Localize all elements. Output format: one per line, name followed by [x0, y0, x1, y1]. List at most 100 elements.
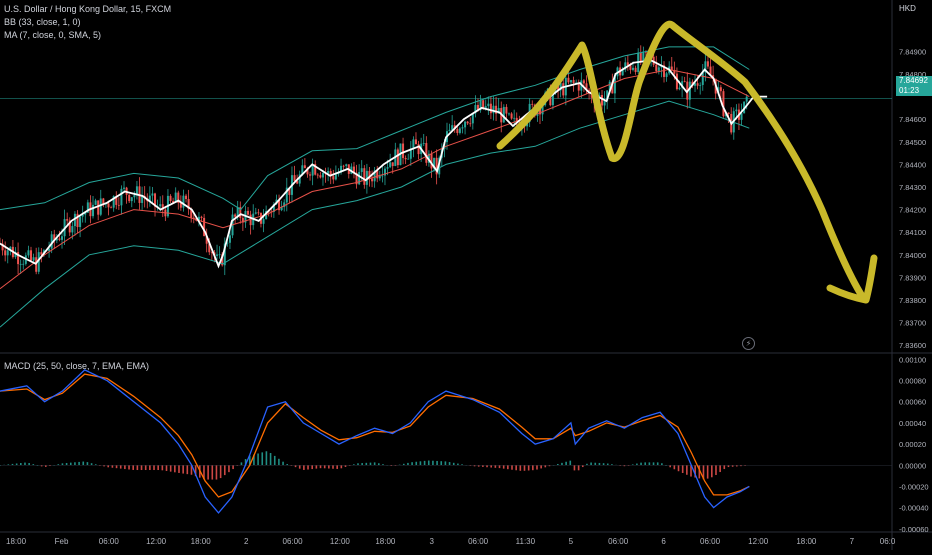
time-axis-tick: 3 [430, 537, 435, 546]
candle-body [151, 193, 154, 196]
candle-body [208, 243, 211, 253]
candle-body [223, 243, 226, 266]
candle-body [701, 72, 704, 85]
lightning-icon[interactable]: ⚡ [742, 337, 755, 350]
candle-body [608, 81, 611, 91]
macd-histogram-bar [332, 465, 334, 469]
macd-histogram-bar [581, 465, 584, 468]
last-price-tag: 7.84692 [896, 76, 932, 86]
ma-indicator-label[interactable]: MA (7, close, 0, SMA, 5) [4, 30, 102, 40]
macd-histogram-bar [190, 465, 193, 475]
candle-body [417, 144, 420, 155]
candle-body [675, 73, 678, 90]
candle-body [706, 61, 709, 67]
candle-body [621, 69, 624, 76]
macd-histogram-bar [11, 463, 14, 466]
macd-histogram-bar [353, 464, 355, 466]
macd-histogram-bar [731, 465, 734, 467]
candle-body [239, 207, 242, 218]
macd-histogram-bar [169, 465, 172, 472]
candle-body [283, 202, 286, 208]
bb-indicator-label[interactable]: BB (33, close, 1, 0) [4, 17, 81, 27]
price-axis-tick: 7.84100 [899, 228, 926, 237]
time-axis-tick: 12:00 [330, 537, 351, 546]
candle-body [314, 164, 317, 175]
macd-histogram-bar [369, 462, 372, 466]
candle-body [226, 242, 229, 244]
candle-body [487, 103, 490, 107]
candle-body [611, 81, 614, 94]
candle-body [221, 254, 224, 266]
candle-body [179, 202, 182, 208]
candle-body [466, 121, 469, 124]
candle-body [192, 217, 195, 219]
candle-body [694, 83, 697, 86]
macd-histogram-bar [186, 465, 189, 475]
macd-histogram-bar [7, 464, 10, 466]
macd-histogram-bar [286, 464, 289, 466]
macd-histogram-bar [219, 465, 222, 479]
candle-body [456, 129, 459, 133]
candle-body [76, 213, 79, 228]
macd-histogram-bar [20, 463, 22, 466]
macd-histogram-bar [623, 465, 626, 467]
candle-body [316, 174, 319, 176]
candle-body [719, 87, 722, 92]
macd-histogram-bar [282, 461, 284, 466]
currency-label: HKD [899, 4, 916, 13]
candle-body [37, 252, 40, 272]
candle-body [601, 95, 604, 106]
annotation-drawing [496, 20, 866, 300]
macd-histogram-bar [390, 465, 393, 466]
macd-histogram-bar [511, 465, 513, 470]
macd-histogram-bar [652, 462, 655, 466]
time-axis-tick: 6 [661, 537, 666, 546]
macd-histogram-bar [211, 465, 214, 480]
macd-histogram-bar [711, 465, 713, 478]
macd-histogram-bar [278, 458, 280, 466]
macd-histogram-bar [157, 465, 159, 471]
candle-body [383, 168, 386, 176]
candle-body [391, 162, 394, 167]
candle-body [203, 217, 206, 237]
candle-body [6, 250, 9, 256]
candle-body [735, 109, 738, 112]
candle-body [107, 203, 110, 208]
candle-body [102, 198, 105, 205]
macd-histogram-bar [586, 463, 588, 466]
candle-body [148, 195, 151, 202]
candle-body [301, 165, 304, 175]
candle-body [435, 157, 438, 175]
candle-body [448, 129, 451, 132]
macd-histogram-bar [161, 465, 164, 471]
price-axis-tick: 7.83600 [899, 341, 926, 350]
macd-histogram-bar [556, 463, 559, 466]
candle-body [412, 139, 415, 149]
macd-histogram-bar [373, 462, 376, 466]
candle-body [655, 64, 658, 72]
candle-body [745, 96, 748, 102]
candle-body [559, 83, 562, 91]
candle-body [254, 212, 257, 214]
macd-histogram-bar [361, 463, 363, 466]
candle-body [409, 148, 412, 159]
macd-histogram-bar [740, 465, 742, 467]
macd-histogram-bar [507, 465, 509, 470]
macd-histogram-bar [540, 465, 542, 469]
candle-body [130, 197, 133, 202]
candle-body [30, 250, 33, 261]
macd-histogram-bar [636, 463, 638, 466]
macd-histogram-bar [577, 465, 580, 471]
bb-upper-band [0, 46, 750, 211]
annotation-arrowhead [826, 254, 878, 304]
macd-histogram-bar [407, 462, 409, 466]
macd-histogram-bar [303, 465, 305, 470]
candle-body [112, 196, 115, 208]
candle-body [634, 67, 637, 73]
macd-indicator-label[interactable]: MACD (25, 50, close, 7, EMA, EMA) [4, 361, 150, 371]
macd-histogram-bar [140, 465, 143, 471]
candle-body [110, 207, 113, 209]
candle-body [141, 195, 144, 203]
candle-body [510, 113, 513, 119]
